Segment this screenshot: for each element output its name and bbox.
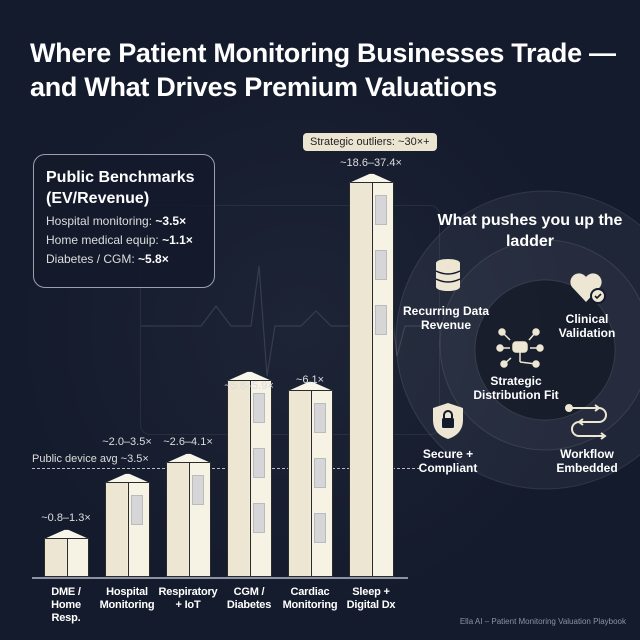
benchmarks-card: Public Benchmarks (EV/Revenue) Hospital … [33,154,215,288]
driver-workflow-embedded: Workflow Embedded [547,447,627,475]
benchmark-value: ~3.5× [155,214,187,228]
value-label: ~2.0–3.5× [102,436,152,448]
benchmark-item: Home medical equip: ~1.1× [46,233,202,247]
category-label: Respiratory + IoT [158,586,218,611]
category-label: Cardiac Monitoring [282,586,338,611]
building-bar [44,529,89,577]
value-label: ~5.8–5.9× [224,380,274,392]
benchmark-value: ~1.1× [162,233,193,247]
benchmark-item: Hospital monitoring: ~3.5× [46,214,202,228]
footer-credit: Ella AI – Patient Monitoring Valuation P… [459,617,626,626]
shield-lock-icon [433,403,463,439]
benchmark-item: Diabetes / CGM: ~5.8× [46,252,202,266]
chart-baseline [32,577,408,579]
category-label: DME / Home Resp. [51,586,81,624]
building-bar [349,173,394,577]
benchmarks-heading: Public Benchmarks (EV/Revenue) [46,169,195,207]
value-label: ~18.6–37.4× [340,157,402,169]
driver-secure-compliant: Secure + Compliant [413,447,483,475]
outlier-badge: Strategic outliers: ~30×+ [303,133,437,151]
building-bar [166,453,211,577]
avg-reference-line [32,468,420,469]
benchmark-value: ~5.8× [138,252,169,266]
driver-label: Recurring Data Revenue [402,304,490,332]
building-bar [105,473,150,577]
database-icon [435,259,461,291]
driver-label: Workflow Embedded [556,447,618,475]
category-label: Hospital Monitoring [99,586,155,611]
category-label: Sleep + Digital Dx [346,586,396,611]
driver-label: Strategic Distribution Fit [473,374,559,402]
driver-label: Secure + Compliant [418,447,478,475]
value-label: ~0.8–1.3× [41,512,91,524]
benchmark-label: Diabetes / CGM: [46,252,139,266]
plug-network-icon [496,328,544,368]
value-label: ~6.1× [295,374,325,386]
heart-check-icon [570,273,606,304]
building-bar [288,381,333,577]
ladder-title: What pushes you up the ladder [437,212,623,250]
driver-label: Clinical Validation [558,312,616,340]
building-bar [227,371,272,577]
workflow-arrows-icon [565,404,607,440]
driver-clinical-validation: Clinical Validation [552,312,622,340]
benchmark-label: Hospital monitoring: [46,214,156,228]
driver-strategic-distribution-fit: Strategic Distribution Fit [461,374,571,402]
category-label: CGM / Diabetes [226,586,272,611]
benchmark-label: Home medical equip: [46,233,163,247]
avg-line-label: Public device avg ~3.5× [32,453,149,465]
driver-recurring-data-revenue: Recurring Data Revenue [396,304,496,332]
page-title: Where Patient Monitoring Businesses Trad… [30,38,616,102]
value-label: ~2.6–4.1× [163,436,213,448]
